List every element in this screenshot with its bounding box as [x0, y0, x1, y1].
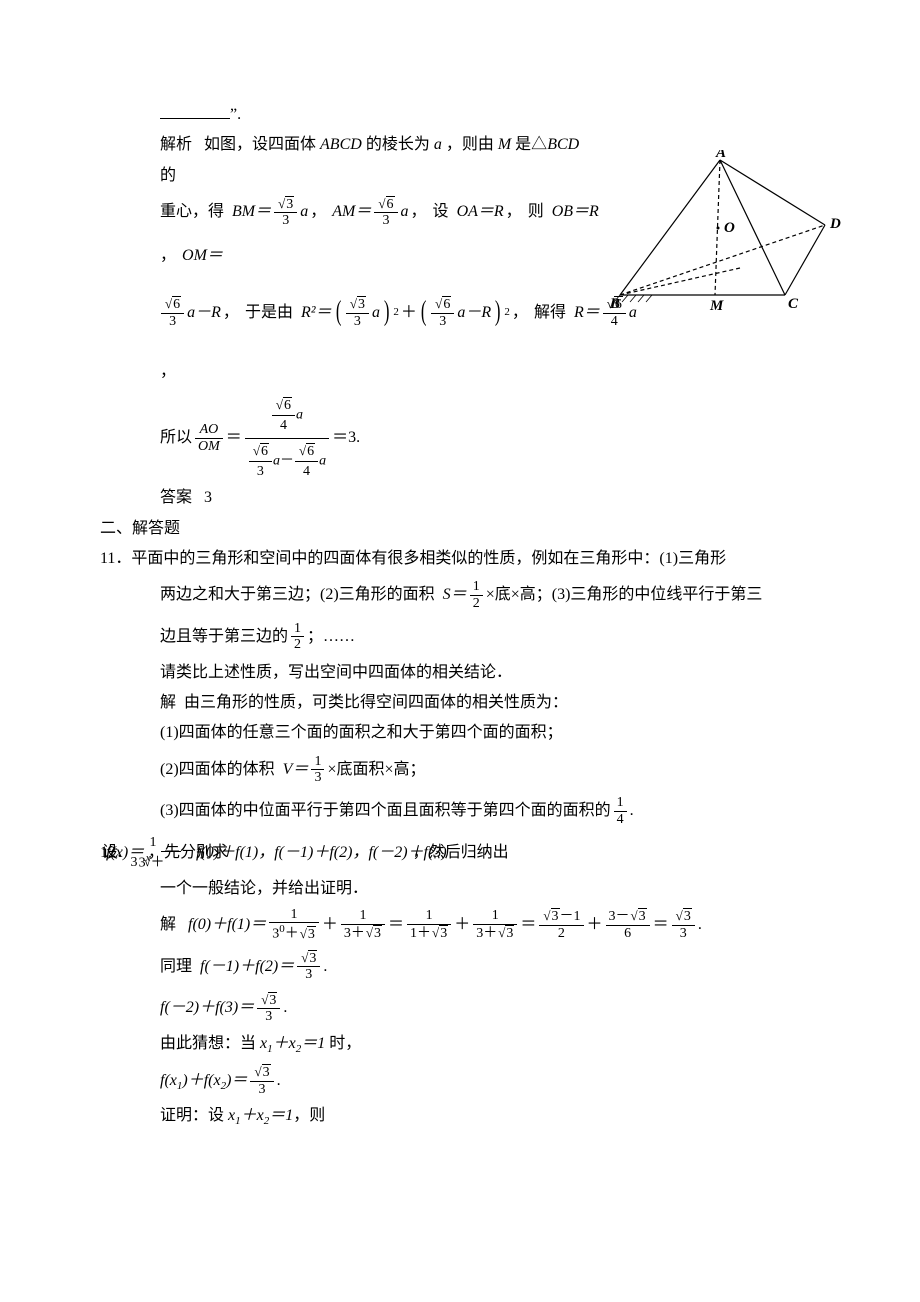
svg-text:A: A	[715, 150, 726, 161]
svg-text:D: D	[829, 216, 841, 232]
q12-proof: 证明：设 x1＋x2＝1，则	[100, 1101, 830, 1132]
analysis-line-3: 63a－R， 于是由 R²＝ (33a)2 ＋ (63a－R)2， 解得 R＝ …	[100, 276, 640, 392]
q11-sol-3: (3)四面体的中位面平行于第四个面且面积等于第四个面的面积的 14 .	[100, 790, 830, 832]
blank-line: ”.	[100, 100, 830, 130]
analysis-line-1: 解析 如图，设四面体 ABCD 的棱长为 a ，则由 M 是△BCD 的	[100, 130, 580, 191]
q11-sol-intro: 解 由三角形的性质，可类比得空间四面体的相关性质为：	[100, 688, 830, 718]
tetrahedron-diagram: A B C D O M	[610, 150, 850, 331]
q11-stem-2: 两边之和大于第三边；(2)三角形的面积 S＝ 12 ×底×高；(3)三角形的中位…	[100, 574, 830, 616]
q12-eq3: f(－2)＋f(3)＝ 33.	[100, 987, 830, 1029]
svg-text:O: O	[724, 220, 735, 236]
q12-eq1: 解 f(0)＋f(1)＝ 130＋3＋ 13＋3＝ 11＋3＋ 13＋3＝ 3－…	[100, 904, 830, 946]
answer-line: 答案 3	[100, 483, 830, 513]
q11-stem-3: 边且等于第三边的 12 ；……	[100, 616, 830, 658]
q11-sol-1: (1)四面体的任意三个面的面积之和大于第四个面的面积；	[100, 718, 830, 748]
q12-conjecture-eq: f(x1)＋f(x2)＝ 33.	[100, 1060, 830, 1102]
q12-eq2: 同理 f(－1)＋f(2)＝ 33.	[100, 946, 830, 988]
analysis-line-2: 重心，得 BM＝ 33a， AM＝ 63a， 设 OA＝R， 则 OB＝R， O…	[100, 191, 610, 276]
svg-text:C: C	[788, 296, 799, 312]
q12-stem-1: 12．设 f(x)＝ 13x＋3 ，先分别求 f(0)＋f(1)，f(－1)＋f…	[100, 832, 830, 874]
q12-conjecture: 由此猜想：当 x1＋x2＝1 时，	[100, 1029, 830, 1060]
svg-text:M: M	[709, 298, 724, 314]
q11-sol-2: (2)四面体的体积 V＝ 13 ×底面积×高；	[100, 749, 830, 791]
q11-stem-1: 11．平面中的三角形和空间中的四面体有很多相类似的性质，例如在三角形中：(1)三…	[100, 544, 830, 574]
q11-ask: 请类比上述性质，写出空间中四面体的相关结论．	[100, 658, 830, 688]
section-2-heading: 二、解答题	[100, 514, 830, 544]
q12-stem-2: 一个一般结论，并给出证明．	[100, 874, 830, 904]
analysis-line-4: 所以 AOOM＝ 64a 63a－64a ＝3.	[100, 393, 830, 484]
